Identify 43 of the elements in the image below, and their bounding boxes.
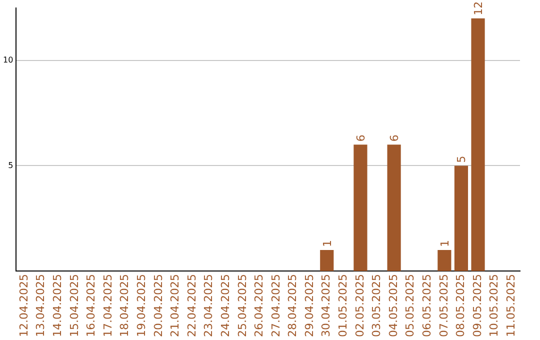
x-tick-label: 27.04.2025 [269, 274, 282, 338]
bar [471, 18, 485, 272]
x-tick-label: 14.04.2025 [51, 274, 64, 338]
x-tick-label: 23.04.2025 [202, 274, 216, 338]
data-label: 5 [455, 156, 468, 163]
x-tick-label: 08.05.2025 [454, 274, 468, 338]
x-tick-label: 12.04.2025 [17, 274, 30, 338]
x-tick-label: 06.05.2025 [420, 274, 434, 338]
x-tick-label: 25.04.2025 [236, 274, 249, 338]
x-tick-label: 18.04.2025 [118, 274, 132, 338]
data-label: 1 [438, 240, 452, 247]
x-tick-label: 11.05.2025 [504, 274, 518, 338]
x-tick-label: 07.05.2025 [437, 274, 450, 338]
x-tick-label: 03.05.2025 [370, 274, 384, 338]
x-tick-label: 09.05.2025 [470, 274, 484, 338]
x-tick-label: 19.04.2025 [134, 274, 148, 338]
x-tick-label: 26.04.2025 [252, 274, 266, 338]
x-tick-label: 02.05.2025 [353, 274, 366, 338]
x-tick-label: 21.04.2025 [168, 274, 182, 338]
bar [438, 250, 452, 272]
x-tick-label: 30.04.2025 [320, 274, 333, 338]
x-tick-label: 01.05.2025 [336, 274, 350, 338]
x-tick-label: 10.05.2025 [488, 274, 501, 338]
x-tick-label: 16.04.2025 [84, 274, 98, 338]
x-tick-label: 17.04.2025 [101, 274, 114, 338]
y-tick-label: 10 [2, 56, 14, 65]
bar [354, 144, 368, 272]
data-label: 12 [472, 1, 486, 16]
data-label: 6 [388, 134, 402, 142]
x-tick-label: 29.04.2025 [302, 274, 316, 338]
x-tick-label: 05.05.2025 [404, 274, 417, 338]
x-tick-label: 22.04.2025 [185, 274, 198, 338]
x-tick-label: 15.04.2025 [68, 274, 81, 338]
bar [387, 144, 401, 272]
x-tick-label: 13.04.2025 [34, 274, 48, 338]
data-label: 6 [354, 134, 368, 142]
x-tick-label: 28.04.2025 [286, 274, 300, 338]
bar [454, 166, 468, 272]
bar [320, 250, 334, 272]
x-tick-label: 04.05.2025 [386, 274, 400, 338]
x-tick-label: 20.04.2025 [152, 274, 165, 338]
x-tick-label: 24.04.2025 [218, 274, 232, 338]
data-label: 1 [320, 240, 334, 247]
